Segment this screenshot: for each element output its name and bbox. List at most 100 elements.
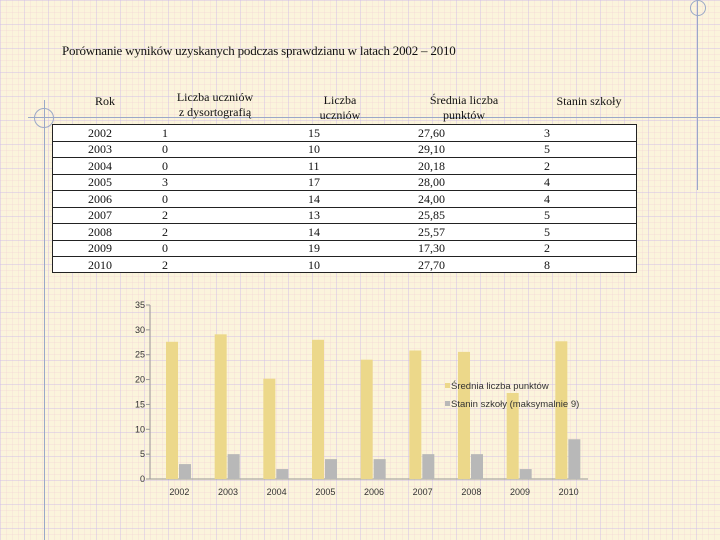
legend-label: Stanin szkoły (maksymalnie 9) bbox=[451, 399, 579, 410]
table-cell-rok: 2005 bbox=[88, 175, 112, 189]
page-title: Porównanie wyników uzyskanych podczas sp… bbox=[62, 43, 456, 58]
bar-srednia bbox=[312, 339, 324, 479]
table-cell-dys: 0 bbox=[162, 241, 168, 255]
table-cell-srednia: 24,00 bbox=[418, 191, 445, 206]
table-cell-stanin: 5 bbox=[544, 224, 550, 239]
table-cell-stanin: 5 bbox=[544, 142, 550, 156]
row-divider bbox=[52, 140, 637, 142]
table-cell-srednia: 27,60 bbox=[418, 125, 445, 140]
legend-swatch bbox=[445, 383, 450, 388]
table-cell-stanin: 4 bbox=[544, 175, 550, 189]
table-cell-srednia: 25,57 bbox=[418, 224, 445, 239]
header-liczba-line1: Liczba bbox=[323, 93, 357, 107]
y-tick-label: 35 bbox=[135, 300, 145, 310]
table-cell-liczba: 14 bbox=[308, 224, 320, 239]
table-cell-stanin: 4 bbox=[544, 191, 550, 206]
table-cell-dys: 2 bbox=[162, 257, 168, 272]
table-cell-dys: 0 bbox=[162, 158, 168, 173]
bar-stanin bbox=[325, 459, 337, 479]
bar-stanin bbox=[471, 454, 483, 479]
table-cell-rok: 2004 bbox=[88, 158, 112, 173]
chart-legend: Średnia liczba punktów Stanin szkoły (mak… bbox=[445, 380, 579, 410]
decor-circle-left bbox=[34, 108, 54, 128]
table-cell-rok: 2009 bbox=[88, 241, 112, 255]
bar-stanin bbox=[179, 464, 191, 479]
bar-stanin bbox=[276, 469, 289, 479]
header-liczba-line2: uczniów bbox=[319, 108, 361, 122]
table-cell-srednia: 28,00 bbox=[418, 175, 445, 189]
x-tick-label: 2007 bbox=[413, 487, 433, 497]
bar-srednia bbox=[409, 350, 422, 479]
table-cell-stanin: 3 bbox=[544, 125, 550, 140]
table-cell-liczba: 19 bbox=[308, 241, 320, 255]
y-tick-label: 10 bbox=[135, 424, 145, 434]
x-tick-label: 2006 bbox=[364, 487, 384, 497]
y-tick-label: 15 bbox=[135, 399, 145, 409]
table-cell-rok: 2007 bbox=[88, 208, 112, 222]
bar-srednia bbox=[214, 334, 227, 479]
table-cell-rok: 2006 bbox=[88, 191, 112, 206]
table-cell-srednia: 20,18 bbox=[418, 158, 445, 173]
table-cell-rok: 2010 bbox=[88, 257, 112, 272]
x-tick-label: 2008 bbox=[461, 487, 481, 497]
bar-stanin bbox=[422, 454, 435, 479]
header-srednia-line2: punktów bbox=[443, 108, 485, 122]
table-cell-srednia: 17,30 bbox=[418, 241, 445, 255]
bar-stanin bbox=[519, 469, 532, 479]
header-dysortografia-line2: z dysortografią bbox=[178, 105, 252, 119]
table-cell-rok: 2008 bbox=[88, 224, 112, 239]
bar-stanin bbox=[568, 439, 581, 479]
table-cell-liczba: 11 bbox=[308, 158, 320, 173]
bar-srednia bbox=[263, 378, 276, 479]
y-tick-label: 5 bbox=[140, 449, 145, 459]
x-tick-label: 2003 bbox=[218, 487, 238, 497]
row-divider bbox=[52, 157, 637, 158]
y-tick-label: 0 bbox=[140, 474, 145, 484]
bar-srednia bbox=[360, 359, 373, 479]
row-divider bbox=[52, 173, 637, 175]
x-tick-label: 2005 bbox=[315, 487, 335, 497]
table-cell-dys: 1 bbox=[162, 125, 168, 140]
table-cell-liczba: 10 bbox=[308, 142, 320, 156]
table-cell-rok: 2003 bbox=[88, 142, 112, 156]
bar-stanin bbox=[227, 454, 240, 479]
table-cell-liczba: 10 bbox=[308, 257, 320, 272]
header-dysortografia: Liczba uczniów z dysortografią bbox=[160, 90, 270, 120]
bar-srednia bbox=[458, 351, 470, 479]
x-tick-label: 2002 bbox=[169, 487, 189, 497]
table-cell-liczba: 13 bbox=[308, 208, 320, 222]
chart-bars bbox=[166, 334, 581, 479]
table-cell-dys: 0 bbox=[162, 142, 168, 156]
x-tick-label: 2009 bbox=[510, 487, 530, 497]
table-cell-stanin: 8 bbox=[544, 257, 550, 272]
row-divider bbox=[52, 239, 637, 241]
decor-line-horizontal bbox=[28, 117, 720, 118]
table-cell-liczba: 15 bbox=[308, 125, 320, 140]
header-liczba: Liczba uczniów bbox=[310, 93, 370, 123]
row-divider bbox=[52, 190, 637, 191]
table-cell-stanin: 2 bbox=[544, 158, 550, 173]
bar-srednia bbox=[506, 392, 519, 479]
x-tick-label: 2010 bbox=[559, 487, 579, 497]
header-srednia-line1: Średnia liczba bbox=[429, 93, 499, 107]
table-cell-dys: 0 bbox=[162, 191, 168, 206]
table-cell-rok: 2002 bbox=[88, 125, 112, 140]
header-stanin: Stanin szkoły bbox=[556, 94, 622, 108]
bar-stanin bbox=[373, 459, 386, 479]
row-divider bbox=[52, 206, 637, 208]
table-cell-dys: 2 bbox=[162, 224, 168, 239]
table-cell-liczba: 14 bbox=[308, 191, 320, 206]
table-cell-stanin: 2 bbox=[544, 241, 550, 255]
table-cell-dys: 3 bbox=[162, 175, 168, 189]
decor-circle-right bbox=[690, 0, 706, 16]
table-cell-stanin: 5 bbox=[544, 208, 550, 222]
y-tick-label: 30 bbox=[135, 325, 145, 335]
row-divider bbox=[52, 223, 637, 224]
results-table: Rok Liczba uczniów z dysortografią Liczb… bbox=[52, 88, 637, 273]
table-cell-dys: 2 bbox=[162, 208, 168, 222]
header-dysortografia-line1: Liczba uczniów bbox=[176, 90, 254, 104]
legend-label: Średnia liczba punktów bbox=[451, 380, 549, 392]
row-divider bbox=[52, 256, 637, 257]
bar-srednia bbox=[555, 341, 568, 479]
